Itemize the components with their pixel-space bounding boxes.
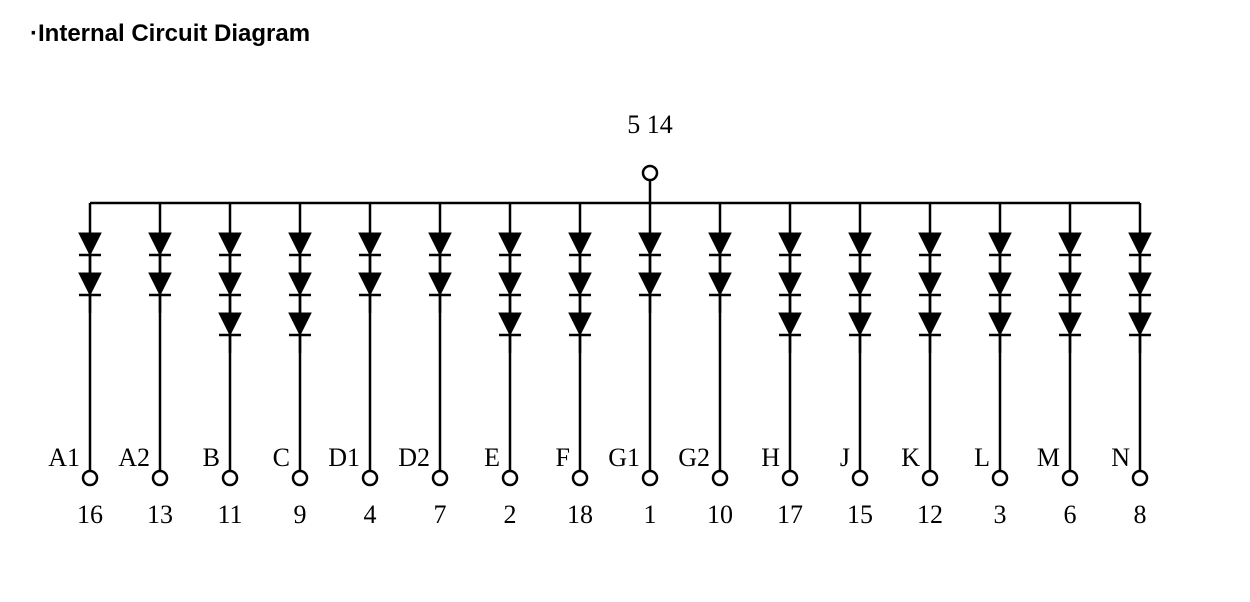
- diode-triangle: [359, 273, 381, 295]
- pin-pad: [363, 471, 377, 485]
- diode-triangle: [639, 273, 661, 295]
- diode-triangle: [709, 233, 731, 255]
- diode-triangle: [779, 273, 801, 295]
- pin-number-label: 15: [847, 500, 873, 529]
- diode-triangle: [219, 273, 241, 295]
- pin-pad: [503, 471, 517, 485]
- common-pin-label: 5 14: [627, 110, 673, 139]
- diode-triangle: [499, 273, 521, 295]
- diode-triangle: [569, 273, 591, 295]
- common-pin-pad: [643, 166, 657, 180]
- diode-triangle: [79, 273, 101, 295]
- diode-triangle: [1129, 313, 1151, 335]
- diode-triangle: [1129, 273, 1151, 295]
- diode-triangle: [219, 313, 241, 335]
- segment-label: J: [840, 443, 850, 472]
- pin-number-label: 6: [1064, 500, 1077, 529]
- pin-pad: [643, 471, 657, 485]
- diode-triangle: [989, 233, 1011, 255]
- diode-triangle: [149, 273, 171, 295]
- diode-triangle: [499, 233, 521, 255]
- diode-triangle: [569, 313, 591, 335]
- pin-number-label: 9: [294, 500, 307, 529]
- segment-label: N: [1111, 443, 1130, 472]
- diode-triangle: [779, 233, 801, 255]
- pin-number-label: 1: [644, 500, 657, 529]
- pin-number-label: 12: [917, 500, 943, 529]
- segment-label: H: [761, 443, 780, 472]
- diode-triangle: [639, 233, 661, 255]
- pin-number-label: 7: [434, 500, 447, 529]
- diode-triangle: [289, 273, 311, 295]
- diode-triangle: [429, 233, 451, 255]
- pin-number-label: 10: [707, 500, 733, 529]
- diode-triangle: [849, 233, 871, 255]
- segment-label: A1: [48, 443, 80, 472]
- diode-triangle: [1059, 313, 1081, 335]
- diode-triangle: [779, 313, 801, 335]
- segment-label: K: [901, 443, 920, 472]
- diode-triangle: [709, 273, 731, 295]
- diode-triangle: [499, 313, 521, 335]
- pin-pad: [783, 471, 797, 485]
- pin-pad: [1063, 471, 1077, 485]
- segment-label: M: [1037, 443, 1060, 472]
- pin-number-label: 17: [777, 500, 803, 529]
- pin-pad: [993, 471, 1007, 485]
- diode-triangle: [1059, 233, 1081, 255]
- pin-number-label: 3: [994, 500, 1007, 529]
- segment-label: D1: [328, 443, 360, 472]
- pin-pad: [573, 471, 587, 485]
- diode-triangle: [919, 313, 941, 335]
- pin-number-label: 18: [567, 500, 593, 529]
- diode-triangle: [79, 233, 101, 255]
- diode-triangle: [219, 233, 241, 255]
- pin-number-label: 16: [77, 500, 103, 529]
- diode-triangle: [569, 233, 591, 255]
- pin-number-label: 13: [147, 500, 173, 529]
- circuit-diagram: 5 14 A1 16 A2 13 B 11 C9 D14 D27 E2 F 18 G11 G2 10 H 17 J 1…: [30, 58, 1220, 578]
- diode-triangle: [919, 233, 941, 255]
- diagram-title: ·Internal Circuit Diagram: [30, 20, 1220, 48]
- pin-pad: [433, 471, 447, 485]
- segment-label: A2: [118, 443, 150, 472]
- pin-pad: [853, 471, 867, 485]
- segment-label: B: [203, 443, 220, 472]
- diode-triangle: [429, 273, 451, 295]
- pin-pad: [83, 471, 97, 485]
- pin-pad: [153, 471, 167, 485]
- pin-number-label: 2: [504, 500, 517, 529]
- pin-pad: [1133, 471, 1147, 485]
- diode-triangle: [149, 233, 171, 255]
- diode-triangle: [359, 233, 381, 255]
- pin-number-label: 11: [217, 500, 242, 529]
- diode-triangle: [849, 313, 871, 335]
- diode-triangle: [989, 313, 1011, 335]
- pin-number-label: 4: [364, 500, 377, 529]
- segment-label: E: [484, 443, 500, 472]
- diode-triangle: [1129, 233, 1151, 255]
- pin-pad: [223, 471, 237, 485]
- diode-triangle: [1059, 273, 1081, 295]
- pin-pad: [293, 471, 307, 485]
- segment-label: D2: [398, 443, 430, 472]
- pin-number-label: 8: [1134, 500, 1147, 529]
- segment-label: C: [273, 443, 290, 472]
- segment-label: L: [974, 443, 990, 472]
- segment-label: F: [556, 443, 570, 472]
- pin-pad: [713, 471, 727, 485]
- diode-triangle: [289, 313, 311, 335]
- diode-triangle: [289, 233, 311, 255]
- segment-label: G1: [608, 443, 640, 472]
- diode-triangle: [919, 273, 941, 295]
- segment-label: G2: [678, 443, 710, 472]
- diode-triangle: [989, 273, 1011, 295]
- diode-triangle: [849, 273, 871, 295]
- pin-pad: [923, 471, 937, 485]
